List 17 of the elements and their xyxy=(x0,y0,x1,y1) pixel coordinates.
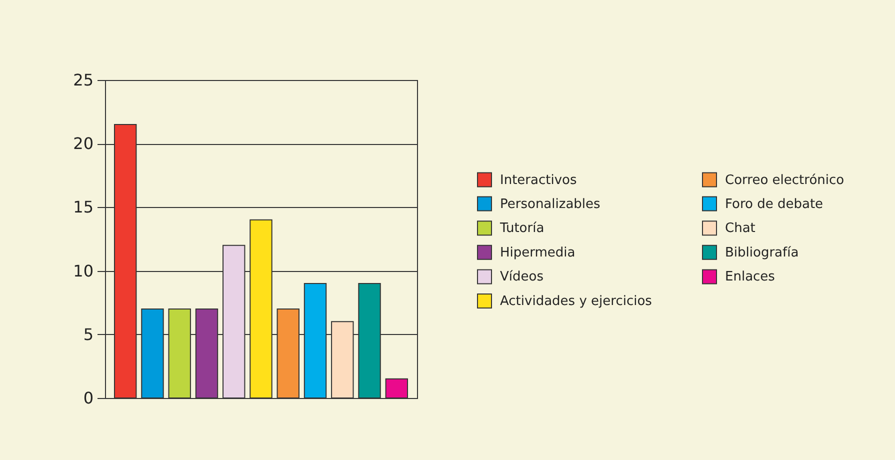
legend-label: Enlaces xyxy=(725,270,776,285)
legend-label: Actividades y ejercicios xyxy=(500,294,652,309)
legend-label: Interactivos xyxy=(500,172,577,188)
y-tick-label: 15 xyxy=(73,198,94,217)
legend-label: Tutoría xyxy=(499,221,544,236)
legend-label: Vídeos xyxy=(500,270,544,285)
legend-label: Chat xyxy=(725,221,756,236)
y-tick-label: 10 xyxy=(73,261,94,280)
legend-label: Foro de debate xyxy=(725,196,824,212)
y-tick-label: 20 xyxy=(73,134,94,154)
y-tick-label: 5 xyxy=(83,324,94,344)
legend-label: Bibliografía xyxy=(725,245,799,260)
legend-label: Personalizables xyxy=(500,196,601,212)
y-tick-label: 0 xyxy=(83,388,94,408)
legend-label: Hipermedia xyxy=(500,245,576,260)
legend-label: Correo electrónico xyxy=(725,172,844,188)
y-tick-label: 25 xyxy=(73,70,94,90)
